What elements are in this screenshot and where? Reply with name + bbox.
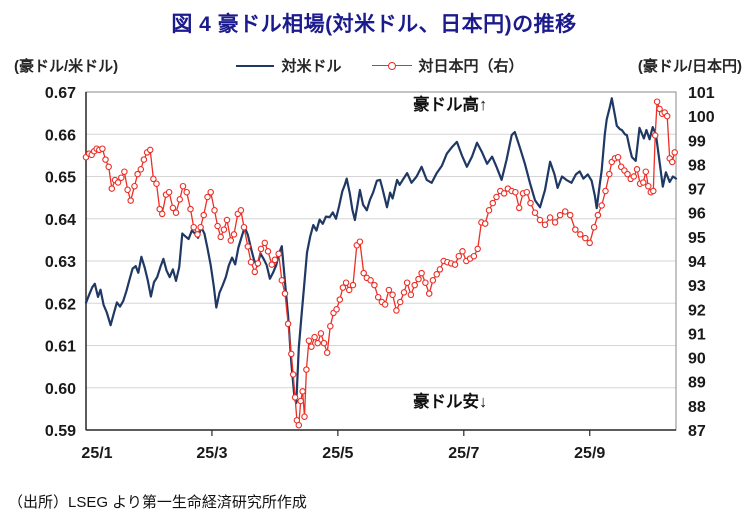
legend-label-usd: 対米ドル (281, 58, 342, 75)
source-note: （出所）LSEG より第一生命経済研究所作成 (8, 494, 307, 511)
legend-label-jpy: 対日本円（右） (418, 58, 524, 75)
svg-text:95: 95 (688, 230, 706, 247)
svg-text:25/3: 25/3 (196, 445, 227, 462)
svg-text:0.64: 0.64 (45, 212, 76, 229)
chart-title: 図 4 豪ドル相場(対米ドル、日本円)の推移 (171, 13, 577, 36)
red-line-circle-swatch-icon (371, 61, 412, 70)
svg-text:99: 99 (688, 133, 706, 150)
svg-text:0.65: 0.65 (45, 170, 76, 187)
annotation-aud-low: 豪ドル安↓ (413, 393, 488, 411)
svg-text:0.59: 0.59 (45, 423, 76, 440)
legend-item-usd: 対米ドル (236, 55, 342, 76)
legend-item-jpy: 対日本円（右） (371, 55, 524, 76)
left-axis-unit-label: (豪ドル/米ドル) (14, 58, 119, 75)
svg-text:87: 87 (688, 423, 706, 440)
navy-line-swatch-icon (236, 64, 275, 67)
svg-text:25/1: 25/1 (81, 445, 112, 462)
svg-text:25/9: 25/9 (574, 445, 605, 462)
svg-text:0.67: 0.67 (45, 85, 76, 102)
svg-text:91: 91 (688, 326, 706, 343)
svg-text:0.66: 0.66 (45, 127, 76, 144)
svg-text:100: 100 (688, 109, 715, 126)
svg-text:92: 92 (688, 302, 706, 319)
svg-text:89: 89 (688, 375, 706, 392)
annotation-aud-high: 豪ドル高↑ (413, 96, 488, 114)
svg-text:88: 88 (688, 399, 706, 416)
svg-text:0.63: 0.63 (45, 254, 76, 271)
svg-text:25/5: 25/5 (322, 445, 353, 462)
svg-text:101: 101 (688, 85, 715, 102)
svg-text:98: 98 (688, 157, 706, 174)
svg-text:90: 90 (688, 351, 706, 368)
svg-text:0.61: 0.61 (45, 339, 76, 356)
svg-text:93: 93 (688, 278, 706, 295)
svg-text:0.62: 0.62 (45, 296, 76, 313)
svg-text:94: 94 (688, 254, 706, 271)
svg-text:0.60: 0.60 (45, 381, 76, 398)
chart-legend: 対米ドル 対日本円（右） (180, 55, 580, 76)
svg-text:96: 96 (688, 206, 706, 223)
svg-text:97: 97 (688, 182, 706, 199)
right-axis-unit-label: (豪ドル/日本円) (637, 58, 742, 75)
svg-text:25/7: 25/7 (448, 445, 479, 462)
